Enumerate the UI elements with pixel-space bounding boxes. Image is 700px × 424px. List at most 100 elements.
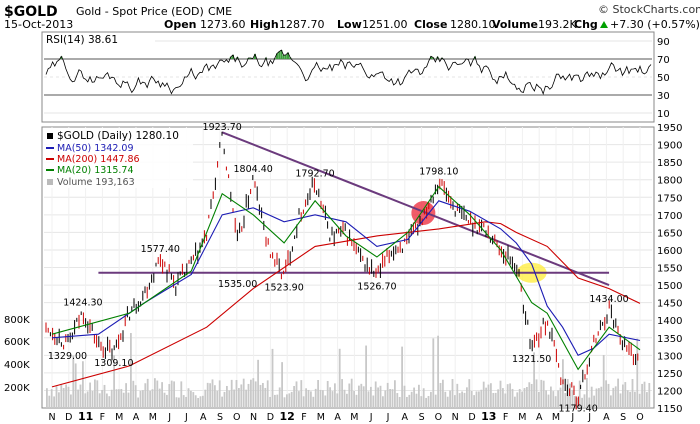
volume-bar (442, 379, 444, 408)
volume-bar (466, 387, 468, 408)
volume-bar (254, 381, 257, 408)
volume-bar (518, 388, 521, 408)
volume-bar (514, 396, 516, 408)
x-tick-label: J (167, 412, 171, 423)
volume-bar (48, 395, 51, 408)
annotation-label: 1523.90 (264, 283, 303, 294)
volume-bar (84, 393, 87, 408)
volume-bar (533, 352, 535, 408)
volume-bar (247, 383, 250, 408)
annotation-label: 1792.70 (295, 168, 334, 179)
x-tick-label: A (603, 412, 610, 423)
ma200-line (51, 221, 641, 388)
volume-bar (434, 394, 437, 408)
volume-bar (132, 380, 135, 408)
volume-bar (113, 355, 115, 408)
volume-bar (300, 380, 303, 408)
volume-bar (118, 389, 120, 408)
volume-bar (175, 397, 178, 408)
volume-bar (101, 389, 103, 408)
volume-bar (485, 387, 487, 408)
volume-bar (192, 392, 195, 408)
volume-bar (238, 388, 240, 408)
ma50-line (51, 200, 641, 357)
volume-tick-label: 400K (4, 360, 30, 371)
volume-bar (62, 388, 65, 408)
volume-bar (449, 390, 451, 408)
x-tick-label: M (552, 412, 560, 423)
volume-bar (86, 391, 89, 408)
volume-bar (358, 385, 360, 408)
instrument-name: Gold - Spot Price (EOD) (76, 5, 204, 18)
volume-bar (391, 389, 394, 408)
legend-main: $GOLD (Daily) 1280.10 (57, 130, 179, 142)
volume-bar (370, 386, 372, 408)
volume-bar (295, 381, 298, 408)
rsi-tick-label: 10 (657, 109, 670, 120)
volume-bar (271, 348, 274, 408)
volume-bar (362, 386, 365, 408)
x-tick-label: S (217, 412, 223, 423)
volume-bar (221, 396, 223, 408)
volume-bar (257, 359, 259, 408)
x-tick-label: M (350, 412, 358, 423)
volume-bar (444, 391, 447, 408)
rsi-line (45, 49, 652, 96)
x-tick-label: J (570, 412, 574, 423)
volume-bar (310, 391, 312, 408)
volume-bar (581, 397, 583, 408)
volume-bar (170, 380, 173, 408)
volume-bar (305, 388, 307, 408)
x-tick-label: N (48, 412, 55, 423)
volume-bar (353, 390, 355, 408)
volume-bar (331, 391, 334, 408)
volume-bar (622, 384, 624, 408)
volume-bar (324, 395, 327, 408)
volume-bar (53, 396, 55, 408)
chg-label: Chg (574, 18, 598, 31)
annotation-label: 1424.30 (63, 298, 102, 309)
volume-bar (185, 396, 187, 408)
volume-bar (130, 333, 132, 408)
volume-bar (163, 392, 166, 408)
volume-bar (446, 396, 449, 408)
volume-bar (235, 380, 238, 408)
volume-bar (214, 385, 216, 408)
volume-bar (154, 378, 156, 408)
volume-axis: 800K 600K 400K 200K (4, 315, 30, 394)
volume-bar (72, 355, 75, 408)
volume-bar (180, 381, 183, 408)
x-tick-label: F (301, 412, 306, 423)
volume-bar (276, 394, 279, 408)
volume-bar (456, 383, 459, 408)
volume-bar (384, 390, 387, 408)
annotation-label: 1434.00 (589, 294, 628, 305)
volume-bar (576, 397, 579, 408)
volume-bar (259, 384, 262, 408)
legend-swatch-price (47, 133, 53, 139)
price-tick-label: 1450 (657, 299, 682, 310)
x-tick-label: M (115, 412, 123, 423)
volume-bar (590, 386, 593, 408)
volume-bar (127, 392, 130, 408)
volume-bar (55, 386, 58, 408)
volume-bar (262, 382, 264, 408)
volume-bar (266, 380, 269, 408)
volume-bar (619, 393, 622, 408)
volume-bar (158, 388, 161, 408)
price-grid (44, 127, 652, 408)
volume-bar (454, 395, 456, 408)
x-tick-label: S (419, 412, 425, 423)
volume-bar (264, 387, 267, 408)
volume-bar (367, 391, 370, 408)
volume-bar (314, 388, 317, 408)
volume-bar (307, 389, 310, 408)
volume-bar (586, 378, 588, 408)
volume-bar (122, 392, 125, 408)
volume-bar (146, 378, 149, 408)
volume-bar (161, 382, 163, 408)
volume-bar (288, 393, 291, 408)
volume-bar (108, 396, 111, 408)
volume-bar (571, 390, 574, 408)
annotation-label: 1179.40 (558, 404, 597, 415)
